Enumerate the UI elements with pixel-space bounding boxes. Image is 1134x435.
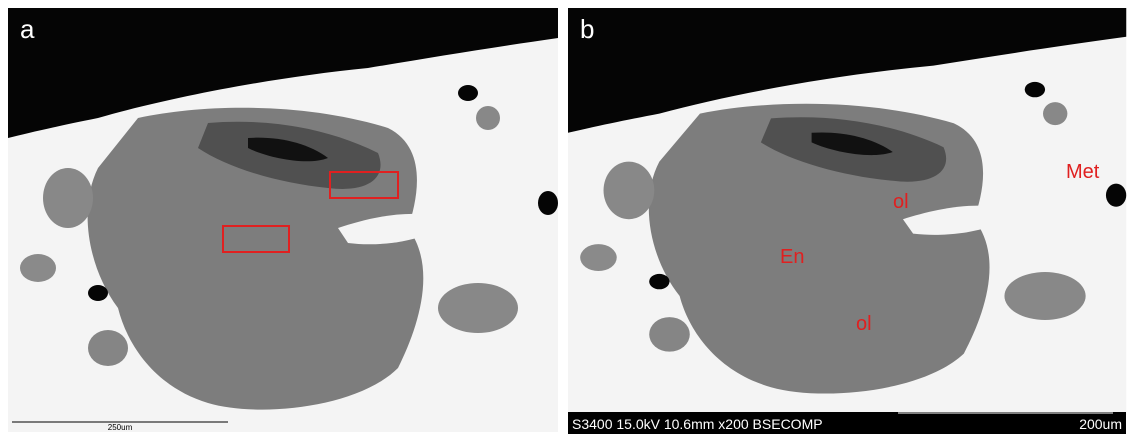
info-text: S3400 15.0kV 10.6mm x200 BSECOMP xyxy=(572,416,823,432)
figure: a 250um b Met ol En ol S3400 15.0kV 10.6… xyxy=(0,0,1134,435)
panel-label: a xyxy=(20,14,35,44)
panel-b: b Met ol En ol S3400 15.0kV 10.6mm x200 … xyxy=(568,8,1126,434)
annotation: Met xyxy=(1066,161,1100,183)
scale-text: 200um xyxy=(1079,416,1122,432)
annotation: ol xyxy=(893,191,909,213)
annotation: ol xyxy=(856,313,872,335)
scale-text: 250um xyxy=(108,423,133,432)
panel-label: b xyxy=(580,14,594,44)
annotation: En xyxy=(780,246,804,268)
panel-a: a 250um xyxy=(8,8,558,432)
